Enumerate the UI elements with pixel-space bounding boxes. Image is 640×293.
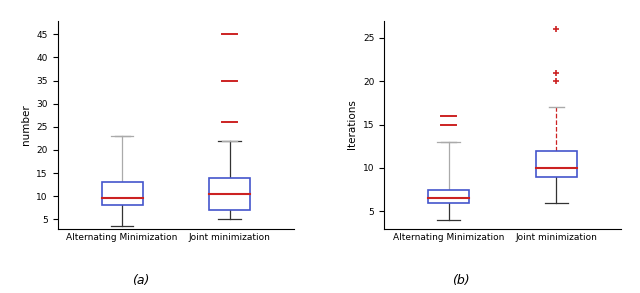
Y-axis label: Iterations: Iterations xyxy=(348,100,357,149)
Text: (a): (a) xyxy=(132,274,150,287)
FancyBboxPatch shape xyxy=(536,151,577,176)
Y-axis label: number: number xyxy=(21,104,31,145)
FancyBboxPatch shape xyxy=(428,190,469,202)
FancyBboxPatch shape xyxy=(102,182,143,205)
FancyBboxPatch shape xyxy=(209,178,250,210)
Text: (b): (b) xyxy=(452,274,470,287)
